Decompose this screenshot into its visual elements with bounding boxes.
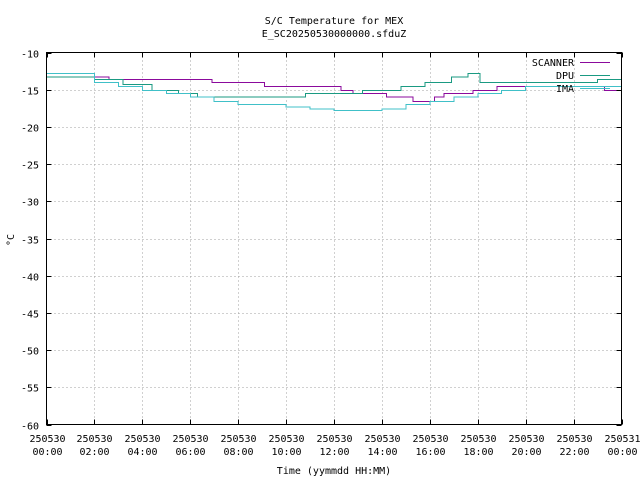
x-axis-tick-labels: 250530 00:00 250530 02:00 250530 04:00 250530 0… <box>29 434 640 458</box>
x-tick-time-label: 04:00 <box>127 447 157 458</box>
legend-label-dpu: DPU <box>556 71 574 82</box>
x-tick-time-label: 20:00 <box>511 447 541 458</box>
x-tick-date-label: 250530 <box>460 434 496 445</box>
y-tick-label: -60 <box>21 422 39 433</box>
x-tick-date-label: 250530 <box>220 434 256 445</box>
legend-label-scanner: SCANNER <box>532 58 575 69</box>
series-line-scanner <box>46 76 622 103</box>
x-tick-time-label: 14:00 <box>367 447 397 458</box>
y-tick-label: -35 <box>21 236 39 247</box>
x-tick-date-label: 250530 <box>268 434 304 445</box>
y-tick-label: -50 <box>21 347 39 358</box>
y-axis-label: °C <box>6 234 17 246</box>
y-tick-label: -55 <box>21 384 39 395</box>
x-tick-time-label: 06:00 <box>175 447 205 458</box>
chart-title: S/C Temperature for MEX <box>265 16 403 27</box>
y-tick-label: -20 <box>21 124 39 135</box>
x-tick-time-label: 16:00 <box>415 447 445 458</box>
x-tick-time-label: 10:00 <box>271 447 301 458</box>
series-lines <box>46 72 622 111</box>
x-tick-time-label: 12:00 <box>319 447 349 458</box>
y-tick-label: -40 <box>21 273 39 284</box>
x-tick-time-label: 02:00 <box>79 447 109 458</box>
x-tick-time-label: 08:00 <box>223 447 253 458</box>
x-tick-date-label: 250530 <box>508 434 544 445</box>
x-tick-date-label: 250530 <box>29 434 65 445</box>
legend: SCANNER DPU IMA <box>532 58 610 95</box>
grid-lines <box>46 52 622 425</box>
x-tick-date-label: 250530 <box>412 434 448 445</box>
y-tick-label: -30 <box>21 198 39 209</box>
x-tick-date-label: 250530 <box>556 434 592 445</box>
axis-ticks <box>46 52 623 426</box>
series-line-ima <box>46 72 622 111</box>
legend-label-ima: IMA <box>556 84 574 95</box>
y-tick-label: -10 <box>21 50 39 61</box>
chart-subtitle: E_SC20250530000000.sfduZ <box>262 29 407 40</box>
x-tick-date-label: 250530 <box>76 434 112 445</box>
y-tick-label: -15 <box>21 87 39 98</box>
x-tick-date-label: 250530 <box>364 434 400 445</box>
series-line-dpu <box>46 72 622 98</box>
x-axis-label: Time (yymmdd HH:MM) <box>277 466 391 477</box>
y-tick-label: -45 <box>21 310 39 321</box>
x-tick-date-label: 250531 <box>604 434 640 445</box>
x-tick-time-label: 00:00 <box>607 447 637 458</box>
x-tick-time-label: 22:00 <box>559 447 589 458</box>
x-tick-time-label: 18:00 <box>463 447 493 458</box>
x-tick-date-label: 250530 <box>316 434 352 445</box>
x-tick-date-label: 250530 <box>172 434 208 445</box>
y-axis-tick-labels: -10 -15 -20 -25 -30 -35 -40 -45 -50 -55 -60 <box>21 50 39 433</box>
x-tick-date-label: 250530 <box>124 434 160 445</box>
y-tick-label: -25 <box>21 161 39 172</box>
x-tick-time-label: 00:00 <box>32 447 62 458</box>
